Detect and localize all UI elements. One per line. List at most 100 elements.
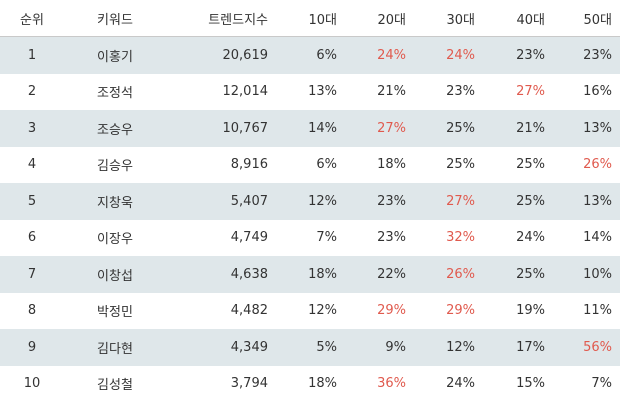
age-10s-cell: 13% [290,74,337,111]
header-age-10s: 10대 [290,0,337,36]
trend-index-cell: 3,794 [200,366,268,402]
table-row: 6 이장우 4,749 7% 23% 32% 24% 14% [0,220,620,257]
age-20s-cell: 21% [360,74,406,111]
age-30s-cell: 25% [430,147,475,184]
age-40s-cell: 19% [500,293,545,330]
age-50s-cell: 16% [565,74,612,111]
rank-cell: 7 [0,256,64,293]
keyword-cell: 이장우 [75,220,155,257]
trend-index-cell: 5,407 [200,183,268,220]
age-50s-cell: 10% [565,256,612,293]
age-10s-cell: 7% [290,220,337,257]
age-40s-cell: 25% [500,256,545,293]
rank-cell: 5 [0,183,64,220]
trend-index-cell: 10,767 [200,110,268,147]
header-age-30s: 30대 [430,0,475,36]
age-10s-cell: 14% [290,110,337,147]
keyword-cell: 김다현 [75,329,155,366]
keyword-cell: 김승우 [75,147,155,184]
rank-cell: 1 [0,37,64,74]
age-50s-cell: 26% [565,147,612,184]
age-40s-cell: 23% [500,37,545,74]
age-20s-cell: 24% [360,37,406,74]
header-rank: 순위 [0,0,64,36]
age-40s-cell: 25% [500,147,545,184]
header-age-40s: 40대 [500,0,545,36]
header-age-20s: 20대 [360,0,406,36]
age-40s-cell: 21% [500,110,545,147]
keyword-cell: 이홍기 [75,37,155,74]
age-30s-cell: 12% [430,329,475,366]
age-50s-cell: 13% [565,183,612,220]
age-20s-cell: 22% [360,256,406,293]
age-20s-cell: 23% [360,220,406,257]
trend-index-cell: 4,349 [200,329,268,366]
age-20s-cell: 18% [360,147,406,184]
age-10s-cell: 5% [290,329,337,366]
keyword-cell: 김성철 [75,366,155,402]
age-30s-cell: 24% [430,37,475,74]
trend-index-cell: 8,916 [200,147,268,184]
age-40s-cell: 25% [500,183,545,220]
rank-cell: 2 [0,74,64,111]
trend-index-cell: 4,638 [200,256,268,293]
age-30s-cell: 25% [430,110,475,147]
age-20s-cell: 29% [360,293,406,330]
age-10s-cell: 6% [290,37,337,74]
age-20s-cell: 27% [360,110,406,147]
age-40s-cell: 15% [500,366,545,402]
keyword-cell: 조승우 [75,110,155,147]
keyword-cell: 조정석 [75,74,155,111]
table-row: 4 김승우 8,916 6% 18% 25% 25% 26% [0,147,620,184]
rank-cell: 9 [0,329,64,366]
age-50s-cell: 56% [565,329,612,366]
rank-cell: 10 [0,366,64,402]
table-row: 5 지창욱 5,407 12% 23% 27% 25% 13% [0,183,620,220]
table-row: 9 김다현 4,349 5% 9% 12% 17% 56% [0,329,620,366]
trend-index-cell: 20,619 [200,37,268,74]
age-40s-cell: 24% [500,220,545,257]
age-10s-cell: 12% [290,293,337,330]
table-row: 3 조승우 10,767 14% 27% 25% 21% 13% [0,110,620,147]
age-10s-cell: 18% [290,366,337,402]
age-20s-cell: 23% [360,183,406,220]
rank-cell: 3 [0,110,64,147]
age-30s-cell: 23% [430,74,475,111]
age-40s-cell: 27% [500,74,545,111]
age-30s-cell: 29% [430,293,475,330]
age-50s-cell: 7% [565,366,612,402]
table-row: 8 박정민 4,482 12% 29% 29% 19% 11% [0,293,620,330]
header-keyword: 키워드 [75,0,155,36]
age-10s-cell: 18% [290,256,337,293]
keyword-cell: 이창섭 [75,256,155,293]
age-30s-cell: 27% [430,183,475,220]
age-20s-cell: 9% [360,329,406,366]
age-40s-cell: 17% [500,329,545,366]
table-header: 순위 키워드 트렌드지수 10대 20대 30대 40대 50대 [0,0,620,37]
age-30s-cell: 32% [430,220,475,257]
rank-cell: 8 [0,293,64,330]
table-row: 7 이창섭 4,638 18% 22% 26% 25% 10% [0,256,620,293]
age-10s-cell: 12% [290,183,337,220]
table-row: 1 이홍기 20,619 6% 24% 24% 23% 23% [0,37,620,74]
rank-cell: 4 [0,147,64,184]
age-50s-cell: 23% [565,37,612,74]
age-30s-cell: 26% [430,256,475,293]
header-age-50s: 50대 [565,0,612,36]
age-30s-cell: 24% [430,366,475,402]
age-10s-cell: 6% [290,147,337,184]
keyword-cell: 박정민 [75,293,155,330]
age-20s-cell: 36% [360,366,406,402]
trend-index-cell: 4,749 [200,220,268,257]
age-50s-cell: 14% [565,220,612,257]
age-50s-cell: 11% [565,293,612,330]
header-trend-index: 트렌드지수 [200,0,268,36]
keyword-cell: 지창욱 [75,183,155,220]
rank-cell: 6 [0,220,64,257]
trend-index-cell: 4,482 [200,293,268,330]
table-row: 10 김성철 3,794 18% 36% 24% 15% 7% [0,366,620,402]
age-50s-cell: 13% [565,110,612,147]
